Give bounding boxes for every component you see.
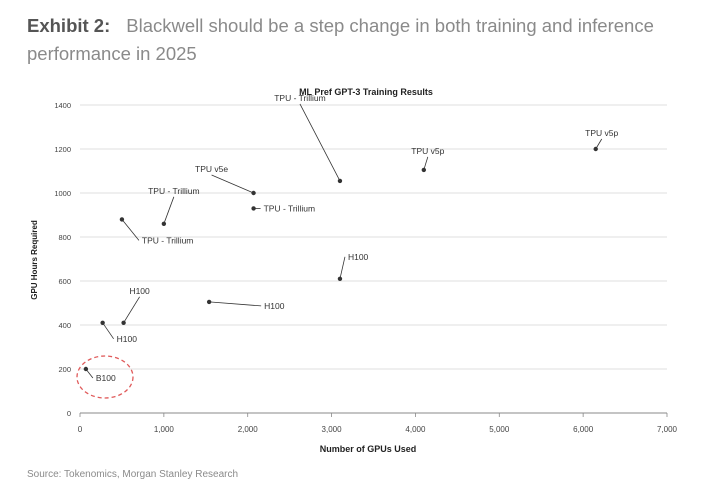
point-label: H100 [348, 252, 369, 262]
data-point-tpu-trillium [161, 221, 167, 226]
leader-line [163, 196, 175, 224]
leader-lines [85, 103, 603, 379]
data-point-tpu-trillium [119, 217, 125, 222]
x-tick-label: 2,000 [238, 425, 259, 434]
gridlines [80, 104, 667, 370]
y-tick-label: 600 [58, 277, 71, 286]
chart-title: ML Pref GPT-3 Training Results [299, 87, 433, 97]
leader-line [339, 256, 346, 279]
point-label: TPU - Trillium [142, 235, 193, 245]
point-label: TPU v5p [411, 146, 444, 156]
data-point-h100 [121, 320, 126, 325]
data-point-b100 [83, 366, 89, 372]
x-tick-label: 1,000 [154, 425, 175, 434]
y-tick-label: 800 [58, 233, 71, 242]
exhibit-heading: Exhibit 2: Blackwell should be a step cha… [27, 12, 677, 68]
x-tick-label: 0 [78, 425, 83, 434]
y-axis-label: GPU Hours Required [30, 220, 39, 300]
exhibit-title: Blackwell should be a step change in bot… [27, 15, 654, 64]
leader-line [209, 301, 262, 307]
axes [79, 412, 668, 417]
data-points [83, 146, 598, 372]
y-tick-label: 0 [67, 409, 71, 418]
data-point-tpu-v5e [251, 190, 256, 196]
data-point-tpu-trillium [337, 178, 343, 184]
point-label: TPU v5p [585, 128, 618, 138]
point-label: H100 [129, 286, 150, 296]
x-tick-label: 6,000 [573, 425, 594, 434]
b100-highlight-circle [76, 355, 134, 399]
leader-line [211, 174, 254, 194]
leader-line [299, 103, 341, 182]
point-label: B100 [96, 373, 116, 383]
y-tick-label: 1400 [54, 101, 71, 110]
y-tick-label: 1200 [54, 145, 71, 154]
point-label: H100 [117, 334, 138, 344]
x-tick-label: 3,000 [322, 425, 343, 434]
leader-line [423, 156, 429, 171]
point-label: TPU - Trillium [274, 93, 325, 103]
point-label: TPU v5e [195, 164, 228, 174]
leader-line [121, 219, 140, 241]
x-tick-label: 4,000 [405, 425, 426, 434]
tick-labels: 0 200 400 600 800 1000 1200 1400 0 1,000 2,000 3,00… [54, 101, 677, 434]
leader-line [123, 296, 140, 324]
point-label: TPU - Trillium [148, 186, 199, 196]
point-labels: TPU v5p TPU - Trillium TPU v5p TPU v5e TPU -… [96, 93, 619, 383]
data-point-tpu-v5p [421, 167, 427, 173]
point-label: H100 [264, 301, 285, 311]
data-point-h100 [100, 320, 105, 325]
x-tick-label: 7,000 [657, 425, 678, 434]
exhibit-label: Exhibit 2: [27, 15, 111, 36]
x-tick-label: 5,000 [489, 425, 510, 434]
y-tick-label: 200 [58, 365, 71, 374]
y-tick-label: 400 [58, 321, 71, 330]
y-tick-label: 1000 [54, 189, 71, 198]
leader-line [102, 322, 114, 340]
source-note: Source: Tokenomics, Morgan Stanley Resea… [27, 469, 239, 480]
x-axis-label: Number of GPUs Used [320, 444, 417, 454]
data-point-tpu-trillium [251, 206, 256, 211]
data-point-h100 [206, 299, 212, 305]
data-point-tpu-v5p [593, 146, 598, 152]
data-point-h100 [337, 276, 343, 281]
point-label: TPU - Trillium [264, 203, 315, 213]
